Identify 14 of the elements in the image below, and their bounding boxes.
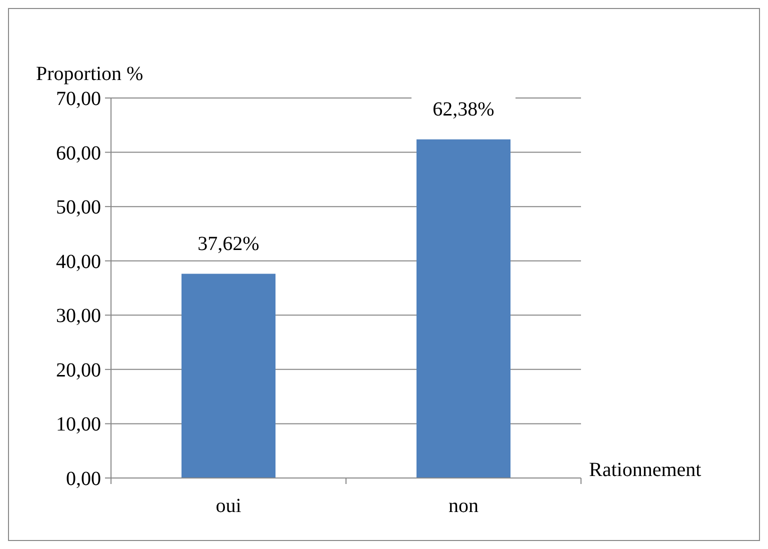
y-tick-label: 40,00: [56, 250, 101, 273]
y-tick-label: 20,00: [56, 359, 101, 382]
x-axis-title: Rationnement: [589, 459, 702, 481]
data-label: 62,38%: [432, 98, 494, 120]
y-tick-label: 30,00: [56, 305, 101, 328]
y-tick-label: 60,00: [56, 142, 101, 164]
y-tick-label: 0,00: [66, 468, 101, 490]
y-axis-title: Proportion %: [36, 63, 144, 85]
y-tick-label: 10,00: [56, 414, 101, 436]
y-tick-label: 50,00: [56, 196, 101, 219]
x-tick-label: non: [448, 495, 478, 517]
y-tick-label: 70,00: [56, 88, 101, 110]
x-tick-label: oui: [216, 495, 242, 517]
data-label: 37,62%: [198, 232, 260, 255]
